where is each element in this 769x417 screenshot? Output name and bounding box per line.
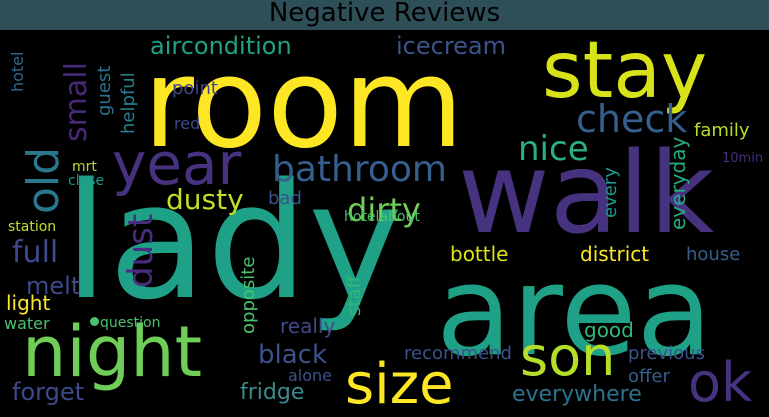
word-cloud: room lady walk area stay night year size… [0, 30, 769, 417]
word-every: every [600, 167, 621, 218]
word-good: good [584, 318, 634, 342]
word-family: family [694, 120, 750, 141]
word-alone: alone [288, 366, 333, 385]
word-light: light [6, 291, 51, 315]
word-black: black [258, 340, 328, 370]
dot-marker [90, 317, 99, 326]
word-everywhere: everywhere [512, 382, 642, 407]
word-mrt: mrt [72, 159, 97, 175]
word-water: water [4, 314, 50, 333]
word-question: question [100, 315, 161, 331]
word-dirty: dirty [347, 191, 421, 229]
word-helpful: helpful [118, 72, 139, 134]
word-fridge: fridge [240, 380, 305, 405]
word-room: room [143, 32, 464, 176]
word-icecream: icecream [396, 32, 507, 60]
word-dust: dust [121, 213, 161, 288]
word-ok: ok [688, 351, 753, 414]
word-really: really [280, 314, 336, 338]
word-station: station [8, 219, 57, 235]
word-dusty: dusty [166, 183, 244, 216]
word-son: son [520, 325, 616, 388]
title-bar: Negative Reviews [0, 0, 769, 30]
word-10min: 10min [722, 151, 764, 166]
word-point: point [172, 78, 218, 99]
word-hotel: hotel [8, 51, 27, 93]
word-night: night [22, 311, 203, 393]
word-aircondition: aircondition [150, 32, 292, 60]
word-house: house [686, 244, 741, 265]
word-previous: previous [628, 343, 705, 364]
word-opposite: opposite [238, 256, 259, 334]
word-red: red [174, 114, 201, 133]
word-offer: offer [628, 366, 670, 387]
word-bathroom: bathroom [272, 149, 447, 190]
word-hotelabout: hotelabout [344, 209, 420, 225]
word-close: close [68, 173, 105, 189]
word-year: year [112, 130, 242, 198]
word-small: small [59, 62, 94, 142]
word-forget: forget [12, 378, 84, 406]
word-nice: nice [518, 129, 589, 169]
word-old: old [18, 146, 69, 214]
word-check: check [576, 97, 688, 141]
word-area: area [436, 240, 713, 384]
word-district: district [580, 242, 650, 266]
word-guest: guest [94, 65, 115, 116]
word-size: size [345, 352, 454, 417]
word-bad: bad [268, 188, 302, 209]
word-lady: lady [64, 148, 403, 335]
word-melt: melt [26, 272, 81, 300]
word-staff: staff [344, 276, 365, 316]
word-bottle: bottle [450, 242, 509, 266]
word-full: full [12, 235, 59, 270]
word-walk: walk [458, 129, 715, 259]
figure-title: Negative Reviews [268, 0, 501, 28]
word-recommend: recommend [404, 343, 512, 364]
word-everyday: everyday [666, 136, 690, 230]
word-stay: stay [542, 30, 708, 116]
